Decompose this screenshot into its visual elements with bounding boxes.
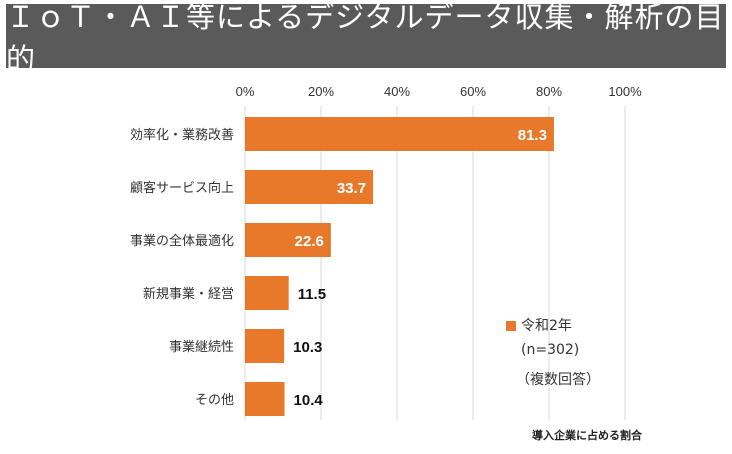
x-tick-label: 60% [460,84,486,99]
x-tick-label: 20% [308,84,334,99]
x-axis-ticks: 0% 20% 40% 60% 80% 100% [236,84,642,99]
x-tick-label: 80% [536,84,562,99]
category-label: 新規事業・経営 [143,286,234,302]
category-label: 効率化・業務改善 [130,127,234,143]
bar [245,117,554,151]
value-label: 10.3 [293,339,322,356]
bar [245,329,285,363]
value-label: 11.5 [298,286,326,303]
legend-note: （複数回答） [516,372,600,388]
x-tick-label: 100% [608,84,642,99]
legend-swatch [506,321,516,331]
category-label: その他 [195,393,234,408]
legend: 令和2年 (n=302) （複数回答） [506,314,600,392]
legend-series-label: 令和2年 [521,318,572,334]
value-label: 22.6 [295,233,324,250]
bar [245,276,289,310]
legend-sample-size: (n=302) [521,342,580,358]
x-tick-label: 40% [384,84,410,99]
gridlines [244,106,626,420]
value-label: 33.7 [337,180,366,197]
category-label: 顧客サービス向上 [130,180,234,196]
bar [245,223,331,257]
x-tick-label: 0% [236,84,255,99]
category-label: 事業の全体最適化 [130,233,234,249]
bar [245,170,374,204]
value-label: 10.4 [294,392,324,409]
bars [245,117,554,416]
bar [245,382,285,416]
footnote: 導入企業に占める割合 [532,429,642,442]
value-label: 81.3 [518,127,547,144]
chart-title: ＩｏＴ・ＡＩ等によるデジタルデータ収集・解析の目的 [6,0,726,76]
value-labels: 81.3 33.7 22.6 11.5 10.3 10.4 [293,127,547,409]
category-label: 事業継続性 [169,339,234,355]
